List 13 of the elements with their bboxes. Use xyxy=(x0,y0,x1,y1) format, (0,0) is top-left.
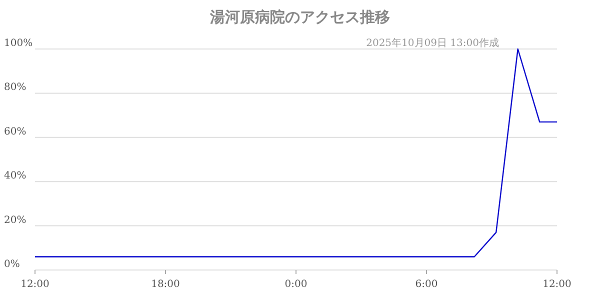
x-tick-label: 6:00 xyxy=(415,279,438,290)
y-tick-label: 40% xyxy=(4,170,26,182)
chart-title: 湯河原病院のアクセス推移 xyxy=(209,8,390,26)
annotation: 2025年10月09日 13:00作成 xyxy=(366,37,499,49)
x-tick-label: 12:00 xyxy=(20,279,50,290)
y-tick-label: 80% xyxy=(4,82,26,94)
x-tick-label: 12:00 xyxy=(542,279,572,290)
y-tick-label: 60% xyxy=(4,126,26,138)
x-tick-label: 0:00 xyxy=(284,279,308,290)
y-tick-label: 20% xyxy=(4,214,26,226)
x-tick-label: 18:00 xyxy=(151,279,180,290)
y-tick-label: 100% xyxy=(4,38,33,49)
y-tick-label: 0% xyxy=(4,259,20,270)
